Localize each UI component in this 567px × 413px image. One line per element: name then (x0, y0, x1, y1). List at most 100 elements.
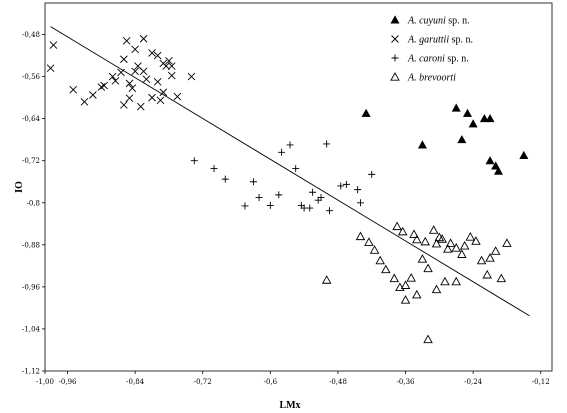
legend-marker (390, 15, 400, 24)
data-point (462, 108, 473, 117)
data-point (131, 45, 139, 54)
data-point (49, 41, 58, 49)
x-tick-label: -1,00 (36, 378, 54, 386)
data-point (392, 221, 402, 231)
data-point (317, 194, 325, 202)
data-point (457, 135, 467, 144)
x-tick-label: -0,12 (532, 378, 550, 386)
x-tick-label: -0,24 (464, 378, 482, 386)
series-3 (321, 221, 512, 344)
data-point (139, 34, 148, 43)
data-point (459, 240, 470, 250)
data-point (249, 178, 257, 186)
x-tick-label: -0,84 (126, 378, 144, 386)
data-point (490, 246, 501, 255)
legend-marker (390, 72, 400, 81)
data-point (221, 175, 229, 183)
data-point (159, 88, 168, 97)
x-tick-label: -0,36 (397, 378, 415, 386)
plot-frame (44, 2, 553, 372)
series-2 (190, 140, 376, 215)
data-point (275, 191, 283, 199)
data-point (409, 229, 419, 238)
data-point (457, 249, 467, 258)
data-point (108, 72, 117, 81)
data-point (417, 140, 427, 149)
data-point (476, 255, 487, 265)
data-point (122, 37, 131, 45)
y-tick-label: -0,56 (22, 73, 40, 81)
data-point (395, 282, 405, 292)
data-point (120, 55, 128, 64)
legend-label: A. caroni sp. n. (407, 54, 469, 65)
data-point (496, 273, 507, 283)
data-point (117, 68, 125, 77)
data-point (323, 140, 331, 148)
legend-marker (391, 54, 399, 62)
plot-border (44, 2, 553, 372)
data-point (355, 231, 366, 241)
data-point (241, 202, 249, 210)
data-point (397, 226, 408, 236)
legend-label: A. cuyuni sp. n. (407, 16, 470, 27)
data-point (443, 244, 453, 253)
data-point (451, 276, 461, 286)
data-points (46, 34, 529, 344)
data-point (412, 234, 422, 244)
data-point (153, 51, 162, 60)
data-point (417, 254, 428, 263)
data-point (412, 289, 422, 299)
data-point (278, 148, 286, 156)
y-tick-label: -0,64 (22, 115, 40, 123)
data-point (381, 264, 391, 274)
y-tick-label: -1,12 (22, 368, 40, 376)
data-point (485, 114, 495, 123)
data-point (337, 182, 345, 190)
y-axis-title: IO (14, 181, 25, 193)
data-point (309, 188, 317, 196)
y-axis: -0,48 -0,56 -0,64 -0,72 -0,8 -0,88 -0,96 -1,04 -… (22, 31, 45, 376)
data-point (491, 161, 501, 170)
data-point (266, 201, 274, 209)
data-point (255, 194, 263, 202)
data-point (437, 234, 447, 243)
data-point (69, 85, 77, 94)
data-point (111, 76, 120, 85)
y-tick-label: -0,96 (22, 283, 40, 291)
data-point (167, 71, 176, 80)
data-point (125, 94, 134, 102)
legend-label: A. garuttii sp. n. (407, 35, 473, 46)
data-point (148, 49, 156, 57)
data-point (139, 67, 148, 76)
data-point (210, 165, 218, 173)
data-point (162, 62, 170, 70)
y-tick-label: -1,04 (22, 325, 40, 333)
data-point (46, 64, 55, 73)
data-point (89, 91, 97, 99)
data-point (153, 78, 162, 86)
data-point (445, 238, 456, 247)
x-axis: -1,00 -0,96 -0,84 -0,72 -0,6 -0,48 -0,36 -0,24 -… (36, 371, 550, 386)
data-point (369, 245, 380, 254)
legend-label: A. brevoorti (407, 73, 456, 84)
data-point (187, 72, 196, 81)
data-point (131, 67, 139, 76)
data-point (136, 102, 145, 111)
data-point (375, 255, 385, 265)
data-point (325, 207, 333, 215)
data-point (354, 186, 362, 194)
data-point (356, 199, 364, 207)
data-point (321, 275, 332, 284)
data-point (167, 62, 176, 70)
legend-marker (391, 35, 399, 43)
data-point (428, 225, 439, 234)
data-point (465, 232, 476, 241)
data-point (148, 93, 156, 102)
data-point (389, 273, 400, 283)
data-point (485, 156, 495, 165)
data-point (482, 269, 492, 279)
data-point (451, 243, 461, 252)
data-point (440, 276, 450, 286)
data-point (406, 273, 416, 282)
data-point (80, 98, 89, 106)
